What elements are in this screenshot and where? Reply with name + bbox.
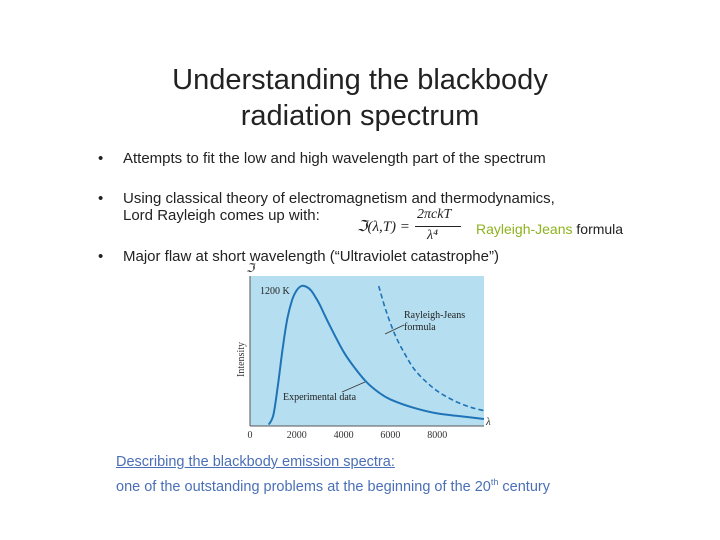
- rj-label-line2: formula: [404, 322, 436, 333]
- caption-line-1: Describing the blackbody emission spectr…: [116, 454, 395, 470]
- bullet-marker: •: [98, 248, 104, 265]
- formula-label-suffix: formula: [572, 221, 624, 237]
- experimental-curve: [267, 284, 485, 426]
- bullet-text: Attempts to fit the low and high wavelen…: [123, 150, 546, 167]
- caption-line-2: one of the outstanding problems at the b…: [116, 472, 550, 497]
- equation-lhs: ℑ(λ,T) =: [357, 219, 410, 235]
- x-tick-label: 0: [248, 430, 253, 441]
- equation-numerator: 2πckT: [417, 207, 452, 222]
- x-tick-labels: 0 2000 4000 6000 8000: [248, 430, 448, 441]
- x-axis-label: λ: [485, 416, 491, 428]
- formula-label-name: Rayleigh-Jeans: [476, 221, 573, 237]
- y-axis-label: Intensity: [236, 342, 247, 377]
- slide-title: Understanding the blackbody radiation sp…: [0, 62, 720, 134]
- equation-denominator: λ⁴: [427, 228, 438, 243]
- experimental-series-label: Experimental data: [283, 392, 357, 403]
- caption-superscript: th: [490, 477, 499, 487]
- temperature-label: 1200 K: [260, 286, 291, 297]
- bullet-marker: •: [98, 190, 104, 207]
- x-tick-label: 6000: [380, 430, 400, 441]
- formula-label: Rayleigh-Jeans formula: [476, 221, 623, 237]
- fraction-bar: [415, 226, 461, 227]
- bullet-text: Major flaw at short wavelength (“Ultravi…: [123, 248, 499, 265]
- rj-label-pointer: [384, 324, 405, 335]
- bullet-marker: •: [98, 150, 104, 167]
- caption-line-2-suffix: century: [498, 478, 550, 495]
- x-tick-label: 4000: [334, 430, 354, 441]
- bullet-text-continued: Lord Rayleigh comes up with:: [123, 207, 320, 224]
- bullet-text: Using classical theory of electromagneti…: [123, 190, 555, 207]
- experimental-label-pointer: [341, 381, 366, 393]
- rayleigh-jeans-series-label: Rayleigh-Jeans formula: [404, 310, 468, 333]
- x-tick-label: 8000: [427, 430, 447, 441]
- caption-line-2-prefix: one of the outstanding problems at the b…: [116, 478, 491, 495]
- slide-caption: Describing the blackbody emission spectr…: [116, 452, 550, 497]
- y-axis-symbol: ℑ: [246, 262, 257, 275]
- rj-label-line1: Rayleigh-Jeans: [404, 310, 465, 321]
- blackbody-chart: ℑ Intensity 1200 K Rayleigh-Jeans formul…: [236, 262, 491, 441]
- rayleigh-jeans-equation: ℑ(λ,T) = 2πckT λ⁴: [357, 207, 467, 247]
- plot-area: [250, 276, 484, 426]
- title-line-1: Understanding the blackbody: [172, 64, 548, 96]
- x-tick-label: 2000: [287, 430, 307, 441]
- title-line-2: radiation spectrum: [240, 100, 480, 132]
- rayleigh-jeans-curve: [377, 285, 485, 412]
